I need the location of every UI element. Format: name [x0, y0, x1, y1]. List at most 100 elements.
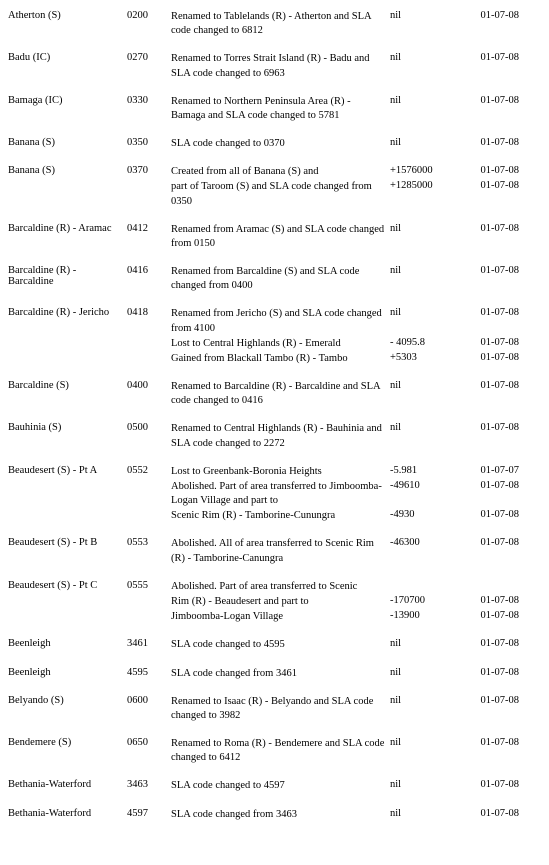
table-row: Banana (S)0350SLA code changed to 0370ni… [8, 137, 541, 151]
cell-value: nil [390, 667, 459, 678]
document-table: Atherton (S)0200Renamed to Tablelands (R… [8, 10, 541, 822]
cell-description: SLA code changed to 0370 [171, 137, 390, 151]
cell-description: Rim (R) - Beaudesert and part to [171, 595, 390, 609]
table-row: Beaudesert (S) - Pt C0555Abolished. Part… [8, 580, 541, 594]
table-row: Barcaldine (S)0400Renamed to Barcaldine … [8, 380, 541, 408]
cell-value: nil [390, 695, 459, 706]
cell-date: 01-07-08 [459, 165, 519, 176]
cell-name: Beaudesert (S) - Pt B [8, 537, 127, 548]
cell-value: +5303 [390, 352, 459, 363]
cell-description: Renamed from Barcaldine (S) and SLA code… [171, 265, 390, 293]
cell-value: -49610 [390, 480, 459, 491]
cell-date: 01-07-08 [459, 509, 519, 520]
entry-group: Bauhinia (S)0500Renamed to Central Highl… [8, 422, 541, 450]
cell-date: 01-07-08 [459, 595, 519, 606]
cell-name: Beaudesert (S) - Pt A [8, 465, 127, 476]
entry-group: Banana (S)0350SLA code changed to 0370ni… [8, 137, 541, 151]
cell-description: Abolished. All of area transferred to Sc… [171, 537, 390, 565]
cell-code: 3461 [127, 638, 171, 649]
cell-value: nil [390, 265, 459, 276]
cell-code: 0552 [127, 465, 171, 476]
table-row: Badu (IC)0270Renamed to Torres Strait Is… [8, 52, 541, 80]
cell-date: 01-07-07 [459, 465, 519, 476]
entry-group: Badu (IC)0270Renamed to Torres Strait Is… [8, 52, 541, 80]
cell-code: 4597 [127, 808, 171, 819]
cell-name: Bethania-Waterford [8, 808, 127, 819]
cell-description: Scenic Rim (R) - Tamborine-Cunungra [171, 509, 390, 523]
cell-value: nil [390, 95, 459, 106]
cell-value: nil [390, 223, 459, 234]
entry-group: Bethania-Waterford3463SLA code changed t… [8, 779, 541, 793]
cell-code: 0650 [127, 737, 171, 748]
table-row: Rim (R) - Beaudesert and part to-1707000… [8, 595, 541, 609]
cell-name: Beaudesert (S) - Pt C [8, 580, 127, 591]
cell-name: Bendemere (S) [8, 737, 127, 748]
entry-group: Beenleigh3461SLA code changed to 4595nil… [8, 638, 541, 652]
cell-value: nil [390, 422, 459, 433]
cell-date: 01-07-08 [459, 95, 519, 106]
cell-value: nil [390, 307, 459, 318]
cell-name: Barcaldine (R) - Barcaldine [8, 265, 127, 287]
cell-date: 01-07-08 [459, 380, 519, 391]
cell-description: Renamed to Torres Strait Island (R) - Ba… [171, 52, 390, 80]
cell-description: Renamed from Jericho (S) and SLA code ch… [171, 307, 390, 335]
table-row: Jimboomba-Logan Village-1390001-07-08 [8, 610, 541, 624]
table-row: Atherton (S)0200Renamed to Tablelands (R… [8, 10, 541, 38]
cell-code: 0400 [127, 380, 171, 391]
cell-description: SLA code changed from 3463 [171, 808, 390, 822]
table-row: Bamaga (IC)0330Renamed to Northern Penin… [8, 95, 541, 123]
table-row: Barcaldine (R) - Aramac0412Renamed from … [8, 223, 541, 251]
cell-name: Banana (S) [8, 165, 127, 176]
cell-date: 01-07-08 [459, 537, 519, 548]
cell-value: nil [390, 779, 459, 790]
cell-date: 01-07-08 [459, 737, 519, 748]
entry-group: Barcaldine (R) - Jericho0418Renamed from… [8, 307, 541, 366]
cell-value: -5.981 [390, 465, 459, 476]
table-row: Beenleigh4595SLA code changed from 3461n… [8, 667, 541, 681]
table-row: Bendemere (S)0650Renamed to Roma (R) - B… [8, 737, 541, 765]
cell-date: 01-07-08 [459, 480, 519, 491]
cell-description: Created from all of Banana (S) and [171, 165, 390, 179]
cell-description: Renamed to Isaac (R) - Belyando and SLA … [171, 695, 390, 723]
table-row: Beaudesert (S) - Pt A0552Lost to Greenba… [8, 465, 541, 479]
table-row: Bauhinia (S)0500Renamed to Central Highl… [8, 422, 541, 450]
table-row: Beenleigh3461SLA code changed to 4595nil… [8, 638, 541, 652]
cell-value: nil [390, 808, 459, 819]
entry-group: Barcaldine (S)0400Renamed to Barcaldine … [8, 380, 541, 408]
entry-group: Barcaldine (R) - Barcaldine0416Renamed f… [8, 265, 541, 293]
table-row: Barcaldine (R) - Barcaldine0416Renamed f… [8, 265, 541, 293]
cell-value: -170700 [390, 595, 459, 606]
cell-description: Renamed to Central Highlands (R) - Bauhi… [171, 422, 390, 450]
cell-date: 01-07-08 [459, 352, 519, 363]
cell-date: 01-07-08 [459, 52, 519, 63]
cell-value: nil [390, 137, 459, 148]
entry-group: Belyando (S)0600Renamed to Isaac (R) - B… [8, 695, 541, 723]
cell-description: Abolished. Part of area transferred to S… [171, 580, 390, 594]
entry-group: Barcaldine (R) - Aramac0412Renamed from … [8, 223, 541, 251]
entry-group: Beaudesert (S) - Pt B0553Abolished. All … [8, 537, 541, 565]
cell-code: 3463 [127, 779, 171, 790]
cell-name: Barcaldine (R) - Aramac [8, 223, 127, 234]
cell-description: SLA code changed from 3461 [171, 667, 390, 681]
cell-date: 01-07-08 [459, 808, 519, 819]
table-row: Scenic Rim (R) - Tamborine-Cunungra-4930… [8, 509, 541, 523]
cell-date: 01-07-08 [459, 779, 519, 790]
cell-code: 0350 [127, 137, 171, 148]
cell-name: Banana (S) [8, 137, 127, 148]
cell-code: 0270 [127, 52, 171, 63]
entry-group: Beaudesert (S) - Pt A0552Lost to Greenba… [8, 465, 541, 524]
cell-description: SLA code changed to 4597 [171, 779, 390, 793]
entry-group: Bamaga (IC)0330Renamed to Northern Penin… [8, 95, 541, 123]
cell-description: Lost to Central Highlands (R) - Emerald [171, 337, 390, 351]
cell-code: 0500 [127, 422, 171, 433]
cell-code: 0412 [127, 223, 171, 234]
table-row: Abolished. Part of area transferred to J… [8, 480, 541, 508]
cell-name: Bethania-Waterford [8, 779, 127, 790]
entry-group: Beenleigh4595SLA code changed from 3461n… [8, 667, 541, 681]
cell-description: Jimboomba-Logan Village [171, 610, 390, 624]
cell-code: 0416 [127, 265, 171, 276]
table-row: Barcaldine (R) - Jericho0418Renamed from… [8, 307, 541, 335]
cell-name: Bamaga (IC) [8, 95, 127, 106]
cell-date: 01-07-08 [459, 667, 519, 678]
cell-date: 01-07-08 [459, 610, 519, 621]
